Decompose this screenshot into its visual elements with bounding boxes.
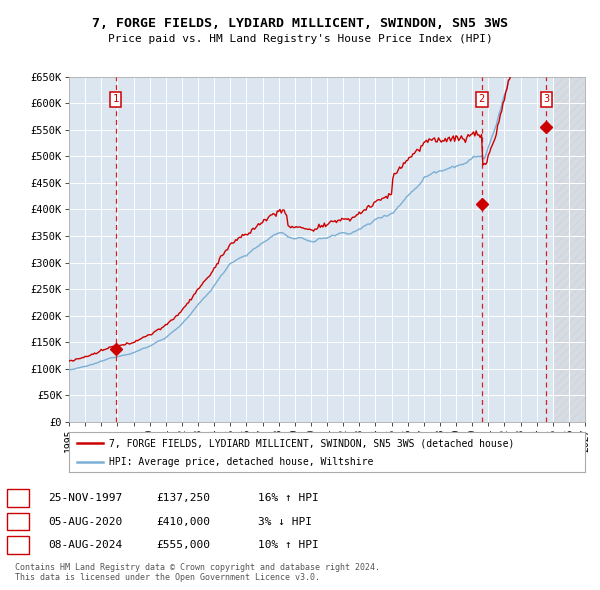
Text: 3: 3	[543, 94, 550, 104]
Text: 3% ↓ HPI: 3% ↓ HPI	[258, 517, 312, 526]
Text: 1: 1	[113, 94, 119, 104]
Bar	[553, 77, 585, 422]
Text: 3: 3	[14, 540, 22, 550]
Text: HPI: Average price, detached house, Wiltshire: HPI: Average price, detached house, Wilt…	[109, 457, 374, 467]
Text: 1: 1	[14, 493, 22, 503]
Text: £137,250: £137,250	[156, 493, 210, 503]
Text: Price paid vs. HM Land Registry's House Price Index (HPI): Price paid vs. HM Land Registry's House …	[107, 34, 493, 44]
Text: 25-NOV-1997: 25-NOV-1997	[48, 493, 122, 503]
Text: 2: 2	[14, 517, 22, 526]
Text: 10% ↑ HPI: 10% ↑ HPI	[258, 540, 319, 550]
Text: 08-AUG-2024: 08-AUG-2024	[48, 540, 122, 550]
Text: 2: 2	[479, 94, 485, 104]
Text: 05-AUG-2020: 05-AUG-2020	[48, 517, 122, 526]
Text: Contains HM Land Registry data © Crown copyright and database right 2024.: Contains HM Land Registry data © Crown c…	[15, 563, 380, 572]
Text: £555,000: £555,000	[156, 540, 210, 550]
Text: 7, FORGE FIELDS, LYDIARD MILLICENT, SWINDON, SN5 3WS (detached house): 7, FORGE FIELDS, LYDIARD MILLICENT, SWIN…	[109, 438, 515, 448]
Text: £410,000: £410,000	[156, 517, 210, 526]
Text: 16% ↑ HPI: 16% ↑ HPI	[258, 493, 319, 503]
Text: This data is licensed under the Open Government Licence v3.0.: This data is licensed under the Open Gov…	[15, 572, 320, 582]
Text: 7, FORGE FIELDS, LYDIARD MILLICENT, SWINDON, SN5 3WS: 7, FORGE FIELDS, LYDIARD MILLICENT, SWIN…	[92, 17, 508, 30]
